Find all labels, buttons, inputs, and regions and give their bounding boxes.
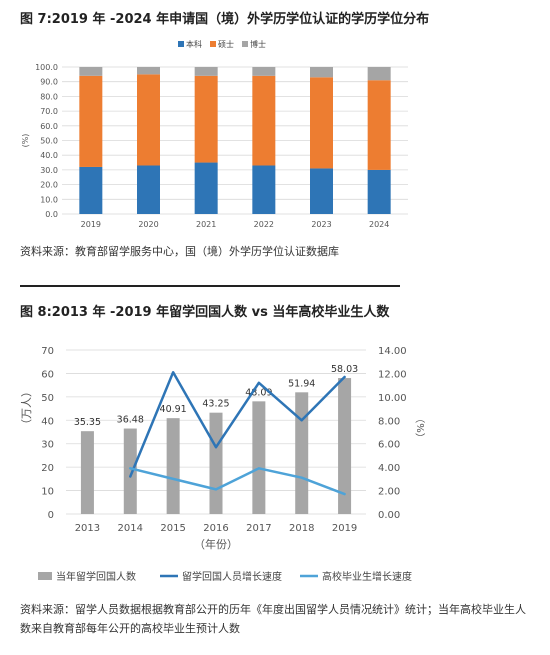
bar-value-label: 58.03 xyxy=(331,364,358,375)
series-line-1 xyxy=(129,467,346,496)
x-tick-label: 2019 xyxy=(332,523,357,534)
bar-segment-2 xyxy=(310,67,333,78)
right-y-tick-label: 4.00 xyxy=(378,463,400,474)
right-y-tick-label: 12.00 xyxy=(378,369,407,380)
left-y-tick-label: 30 xyxy=(41,440,54,451)
bar-value-label: 48.09 xyxy=(245,387,272,398)
bar-segment-2 xyxy=(137,67,160,75)
left-y-tick-label: 10 xyxy=(41,487,54,498)
x-tick-label: 2019 xyxy=(81,220,101,229)
bar xyxy=(338,378,352,514)
bar-value-label: 51.94 xyxy=(288,378,315,389)
y-tick-label: 100.0 xyxy=(35,63,58,72)
left-y-tick-label: 40 xyxy=(41,416,54,427)
y-tick-label: 30.0 xyxy=(40,166,58,175)
y-tick-label: 40.0 xyxy=(40,151,58,160)
bar-segment-0 xyxy=(367,169,391,214)
bar xyxy=(123,428,137,514)
y-tick-label: 90.0 xyxy=(40,78,58,87)
bar-segment-1 xyxy=(194,75,218,163)
x-tick-label: 2022 xyxy=(254,220,274,229)
y-tick-label: 20.0 xyxy=(40,181,58,190)
bar-segment-2 xyxy=(79,67,103,76)
right-y-tick-label: 10.00 xyxy=(378,393,407,404)
bar-line-chart: 0 10 20 30 40 50 60 70 0.00 2.00 4.00 6.00 8.00 10.00… xyxy=(20,346,427,583)
section-divider xyxy=(20,285,400,287)
left-y-axis-label: （万人） xyxy=(20,386,33,430)
y-tick-label: 80.0 xyxy=(40,92,58,101)
right-y-tick-label: 0.00 xyxy=(378,510,400,521)
left-y-tick-label: 50 xyxy=(41,393,54,404)
bar-segment-0 xyxy=(137,165,160,214)
left-y-tick-label: 0 xyxy=(48,510,54,521)
right-y-axis-label: （%） xyxy=(415,413,427,443)
x-tick-label: 2017 xyxy=(246,523,271,534)
left-y-tick-label: 60 xyxy=(41,369,54,380)
y-tick-label: 0.0 xyxy=(45,210,58,219)
series-line-0 xyxy=(129,371,346,478)
x-tick-label: 2016 xyxy=(203,523,228,534)
bar xyxy=(80,431,94,514)
bar xyxy=(166,418,180,514)
legend-label-line-1: 高校毕业生增长速度 xyxy=(322,570,412,583)
bar-segment-1 xyxy=(137,74,160,166)
legend-swatch-2 xyxy=(242,41,248,47)
bar-segment-1 xyxy=(367,80,391,170)
stacked-bar-chart: 本科 硕士 博士 0.0 10.0 20.0 30.0 40.0 50.0 60.0 70.0 80.… xyxy=(21,39,408,229)
bar xyxy=(209,412,223,514)
bar-segment-0 xyxy=(310,168,333,214)
legend-label-1: 硕士 xyxy=(218,39,234,49)
legend-label-bars: 当年留学回国人数 xyxy=(56,570,136,583)
y-tick-label: 70.0 xyxy=(40,107,58,116)
figure1-title: 图 7:2019 年 -2024 年申请国（境）外学历学位认证的学历学位分布 xyxy=(20,12,430,27)
figure2-source: 资料来源：留学人员数据根据教育部公开的历年《年度出国留学人员情况统计》统计；当年… xyxy=(20,603,526,635)
figure2-title: 图 8:2013 年 -2019 年留学回国人数 vs 当年高校毕业生人数 xyxy=(20,305,390,320)
x-tick-label: 2021 xyxy=(196,220,216,229)
bar xyxy=(252,401,266,514)
x-tick-label: 2020 xyxy=(138,220,158,229)
legend-swatch-bars xyxy=(38,572,52,580)
legend-label-line-0: 留学回国人员增长速度 xyxy=(182,570,282,583)
bar-segment-2 xyxy=(367,67,391,81)
bar-value-label: 40.91 xyxy=(160,404,187,415)
x-tick-label: 2013 xyxy=(75,523,100,534)
right-y-tick-label: 2.00 xyxy=(378,487,400,498)
bar-segment-1 xyxy=(252,75,276,166)
legend-label-2: 博士 xyxy=(250,39,266,49)
y-tick-label: 10.0 xyxy=(40,195,58,204)
y-tick-label: 50.0 xyxy=(40,137,58,146)
bar-segment-0 xyxy=(79,166,103,214)
bar-segment-1 xyxy=(79,75,103,167)
left-y-tick-label: 20 xyxy=(41,463,54,474)
bar-value-label: 35.35 xyxy=(74,417,101,428)
bar-segment-2 xyxy=(252,67,276,76)
right-y-tick-label: 14.00 xyxy=(378,346,407,357)
bar-value-label: 43.25 xyxy=(202,399,229,410)
bar-segment-0 xyxy=(194,162,218,214)
x-tick-label: 2018 xyxy=(289,523,314,534)
x-axis-label: （年份） xyxy=(194,537,238,551)
legend-swatch-0 xyxy=(178,41,184,47)
legend-label-0: 本科 xyxy=(186,39,202,49)
bar-segment-1 xyxy=(310,77,333,169)
x-tick-label: 2023 xyxy=(311,220,331,229)
bar-value-label: 36.48 xyxy=(117,415,144,426)
figure1-source: 资料来源：教育部留学服务中心，国（境）外学历学位认证数据库 xyxy=(20,245,339,258)
y-axis-label: (%) xyxy=(21,134,30,148)
legend-swatch-1 xyxy=(210,41,216,47)
left-y-tick-label: 70 xyxy=(41,346,54,357)
bar xyxy=(295,392,309,514)
bar-segment-2 xyxy=(194,67,218,76)
x-tick-label: 2015 xyxy=(160,523,185,534)
bar-segment-0 xyxy=(252,165,276,214)
y-tick-label: 60.0 xyxy=(40,122,58,131)
x-tick-label: 2014 xyxy=(118,523,143,534)
x-tick-label: 2024 xyxy=(369,220,389,229)
right-y-tick-label: 8.00 xyxy=(378,416,400,427)
right-y-tick-label: 6.00 xyxy=(378,440,400,451)
